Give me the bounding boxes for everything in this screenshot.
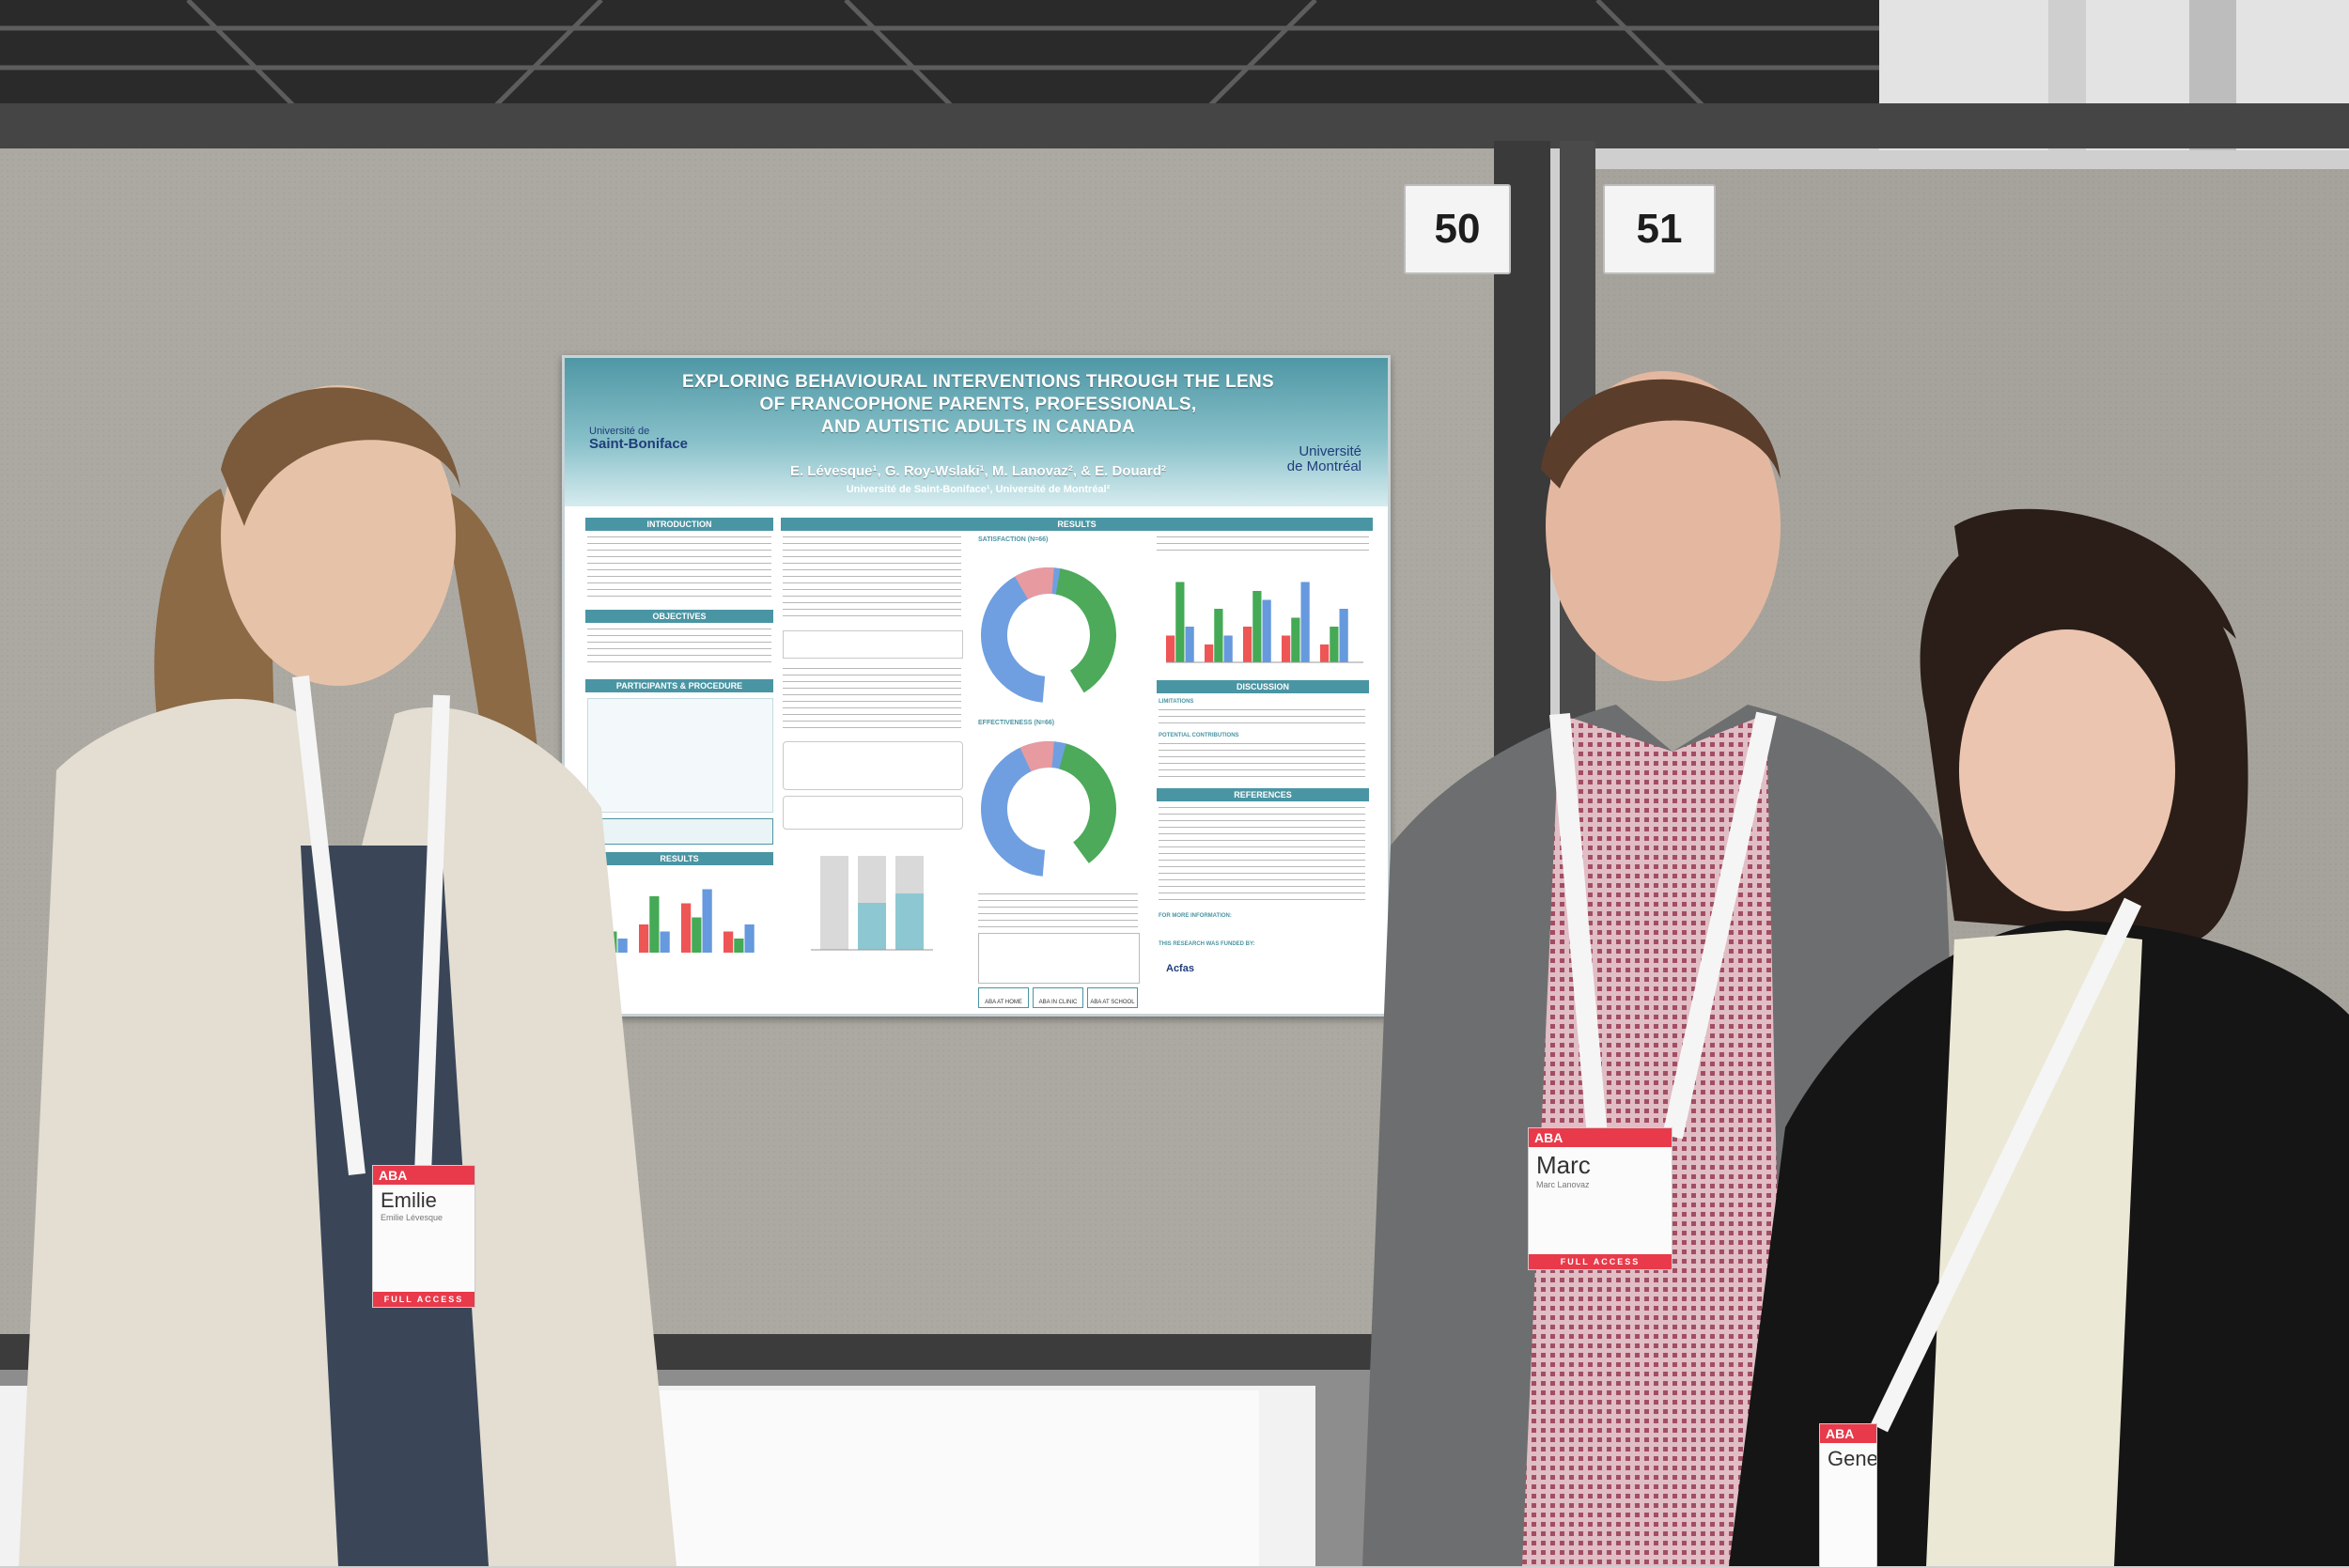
poster-authors: E. Lévesque¹, G. Roy-Wslaki¹, M. Lanovaz… [789, 463, 1167, 479]
person-left [19, 385, 677, 1566]
poster-chart-bar [734, 939, 744, 953]
poster-chart-bar [1300, 582, 1310, 662]
limitations-text [1159, 709, 1365, 726]
board-number-51: 51 [1603, 184, 1716, 274]
poster-chart-bar [1166, 635, 1175, 662]
poster-chart-bar [1320, 644, 1330, 662]
poster-chart-bar [1262, 599, 1271, 662]
objectives-text [587, 629, 771, 668]
aba-settings-row: ABA AT HOME ABA IN CLINIC ABA AT SCHOOL [978, 987, 1138, 1008]
accessibility-bar-chart [1166, 582, 1363, 663]
more-info-label: FOR MORE INFORMATION: [1159, 913, 1232, 919]
badge-middle-logo: ABA [1529, 1128, 1672, 1147]
aba-in-clinic: ABA IN CLINIC [1033, 987, 1083, 1008]
badge-left-access: FULL ACCESS [373, 1292, 474, 1307]
poster-chart-bar [1214, 609, 1223, 662]
poster-chart-bar [1243, 627, 1252, 662]
factor-table [783, 630, 963, 659]
section-results-top: RESULTS [781, 518, 1373, 531]
logo-left-small: Université de [589, 426, 650, 437]
perceptions-box [783, 741, 963, 790]
poster-chart-bar [1185, 627, 1194, 662]
poster-chart-bar [639, 924, 649, 953]
badge-right-name: Gene [1828, 1447, 1877, 1470]
badge-left-logo: ABA [373, 1166, 474, 1185]
badge-middle-access: FULL ACCESS [1529, 1254, 1672, 1269]
badge-right: ABA Gene [1819, 1423, 1877, 1568]
satisfaction-donut [981, 567, 1116, 703]
unsure-box [783, 796, 963, 830]
funded-by-label: THIS RESEARCH WAS FUNDED BY: [1159, 941, 1255, 947]
supervision-table [978, 933, 1140, 984]
person-right [1729, 508, 2349, 1566]
aba-at-school: ABA AT SCHOOL [1087, 987, 1138, 1008]
section-results-left: RESULTS [585, 852, 773, 865]
badge-middle: ABA Marc Marc Lanovaz FULL ACCESS [1528, 1127, 1672, 1270]
participants-table [587, 698, 773, 813]
badge-middle-name: Marc [1536, 1151, 1591, 1179]
poster-chart-bar [723, 931, 734, 953]
research-poster: EXPLORING BEHAVIOURAL INTERVENTIONS THRO… [562, 355, 1391, 1017]
poster-chart-bar [1223, 635, 1233, 662]
section-participants: PARTICIPANTS & PROCEDURE [585, 679, 773, 692]
effectiveness-label: EFFECTIVENESS (N=66) [978, 720, 1055, 726]
poster-chart-bar [1252, 591, 1262, 662]
poster-chart-bar [649, 896, 660, 953]
poster-title-line-3: AND AUTISTIC ADULTS IN CANADA [820, 417, 1136, 437]
acfas-logo: Acfas [1166, 963, 1194, 974]
satisfaction-label: SATISFACTION (N=66) [978, 536, 1049, 543]
contributions-label: POTENTIAL CONTRIBUTIONS [1159, 733, 1239, 738]
board-number-50: 50 [1404, 184, 1511, 274]
poster-chart-bar [1291, 617, 1300, 662]
section-references: REFERENCES [1157, 788, 1369, 801]
badge-left-name: Emilie [381, 1188, 437, 1212]
poster-chart-bar [1282, 635, 1291, 662]
logo-right-line-2: de Montréal [1286, 458, 1361, 474]
poster-chart-bar [1175, 582, 1185, 662]
poster-chart-bar [617, 939, 628, 953]
badge-right-logo: ABA [1820, 1424, 1876, 1443]
poster-title-line-1: EXPLORING BEHAVIOURAL INTERVENTIONS THRO… [682, 372, 1274, 392]
poster-chart-bar [692, 917, 702, 953]
question-validated-text [783, 536, 961, 621]
poster-chart-bar [681, 903, 692, 953]
references-text [1159, 807, 1365, 901]
effectiveness-donut [981, 741, 1116, 877]
supervision-text [978, 893, 1138, 927]
badge-middle-subname: Marc Lanovaz [1536, 1180, 1590, 1189]
poster-title-line-2: OF FRANCOPHONE PARENTS, PROFESSIONALS, [759, 395, 1197, 414]
montreal-logo: Université de Montréal [1287, 444, 1361, 474]
section-discussion: DISCUSSION [1157, 680, 1369, 693]
heard-about-aba-text [783, 668, 961, 734]
poster-chart-bar [1339, 609, 1348, 662]
badge-left-subname: Emilie Lévesque [381, 1213, 443, 1222]
logo-left-main: Saint-Boniface [589, 436, 689, 452]
poster-affiliation: Université de Saint-Boniface¹, Universit… [846, 484, 1111, 495]
poster-chart-bar [702, 889, 712, 953]
accessibility-question [1157, 536, 1369, 553]
contributions-text [1159, 743, 1365, 781]
intro-text [587, 536, 771, 600]
limitations-label: LIMITATIONS [1159, 699, 1194, 705]
poster-chart-bar [1205, 644, 1214, 662]
poster-chart-bar [744, 924, 754, 953]
section-objectives: OBJECTIVES [585, 610, 773, 623]
poster-chart-bar [1330, 627, 1339, 662]
section-introduction: INTRODUCTION [585, 518, 773, 531]
logo-right-line-1: Université [1299, 443, 1361, 459]
aba-at-home: ABA AT HOME [978, 987, 1029, 1008]
poster-title: EXPLORING BEHAVIOURAL INTERVENTIONS THRO… [677, 371, 1279, 439]
poster-chart-bar [660, 931, 670, 953]
poster-header: EXPLORING BEHAVIOURAL INTERVENTIONS THRO… [565, 358, 1388, 506]
currently-using-chart [811, 856, 933, 951]
badge-left: ABA Emilie Emilie Lévesque FULL ACCESS [372, 1165, 475, 1308]
saint-boniface-logo: Université de Saint-Boniface [589, 426, 688, 452]
